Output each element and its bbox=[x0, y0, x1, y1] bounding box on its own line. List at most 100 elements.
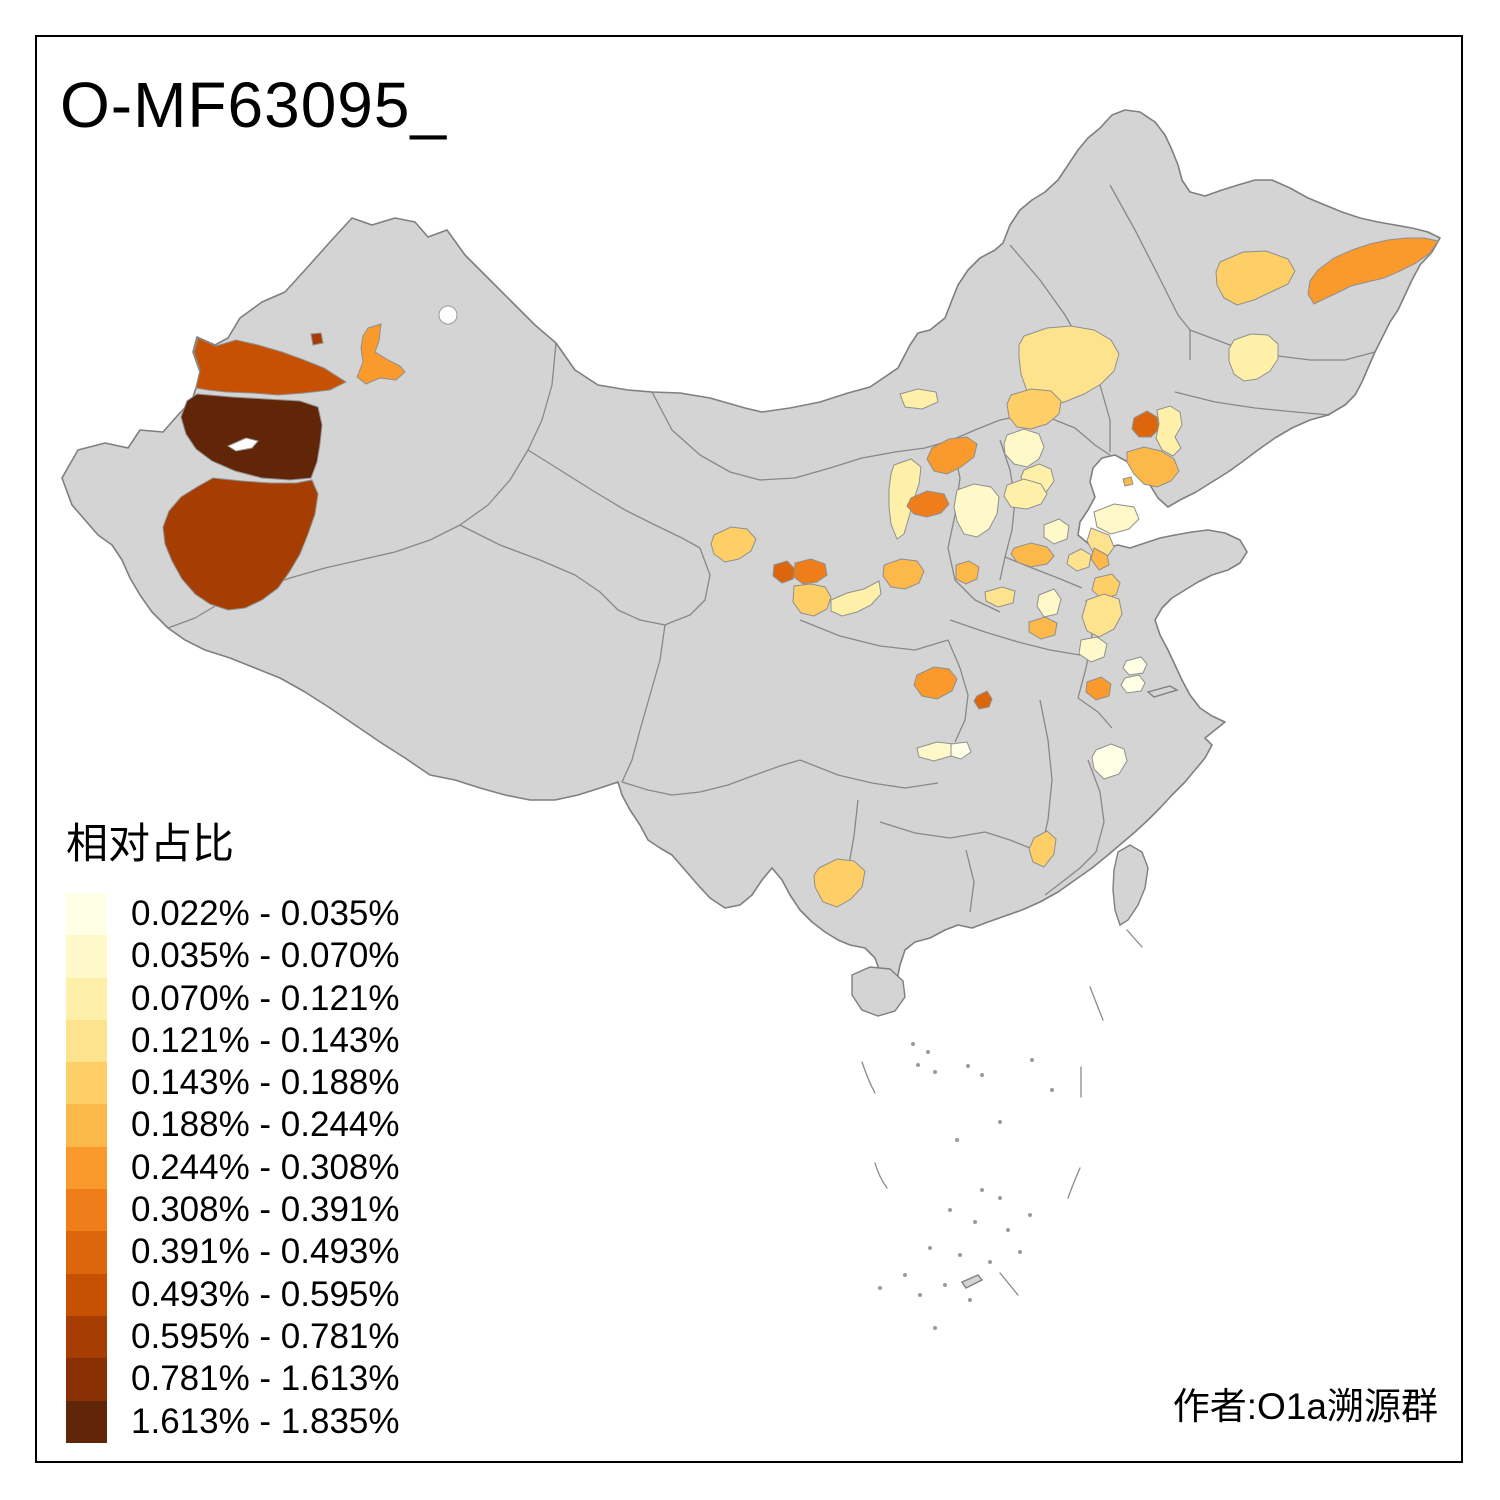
legend-label: 1.613% - 1.835% bbox=[131, 1401, 400, 1441]
legend-item: 0.595% - 0.781% bbox=[66, 1315, 400, 1359]
map-region-tianshui-pale bbox=[830, 580, 882, 617]
map-region-hunan-strip-b bbox=[950, 741, 972, 760]
map-region-qinhuangdao-pale bbox=[1155, 405, 1183, 457]
map-frame bbox=[35, 35, 1463, 1463]
map-region-urumqi bbox=[356, 323, 406, 385]
legend: 相对占比 0.022% - 0.035% 0.035% - 0.070% 0.070… bbox=[66, 810, 400, 1443]
legend-label: 0.070% - 0.121% bbox=[131, 978, 400, 1018]
legend-item: 0.070% - 0.121% bbox=[66, 977, 400, 1020]
legend-label: 0.121% - 0.143% bbox=[131, 1020, 400, 1060]
map-region-tangshan bbox=[1131, 410, 1160, 438]
map-region-shandong-mid bbox=[1066, 548, 1092, 572]
legend-label: 0.493% - 0.595% bbox=[131, 1274, 400, 1314]
legend-label: 0.595% - 0.781% bbox=[131, 1316, 400, 1356]
map-region-jilin-pale bbox=[1228, 333, 1279, 382]
map-region-suihua bbox=[1215, 250, 1296, 306]
page-title: O-MF63095_ bbox=[60, 69, 448, 141]
map-region-shandong-s-pale bbox=[1036, 588, 1062, 618]
legend-label: 0.035% - 0.070% bbox=[131, 936, 400, 976]
map-region-dalian-dot bbox=[1122, 476, 1134, 487]
map-region-yantai-pale bbox=[1093, 503, 1140, 535]
legend-item: 1.613% - 1.835% bbox=[66, 1400, 400, 1443]
legend-swatch bbox=[66, 1189, 107, 1232]
map-region-qingdao bbox=[1090, 547, 1110, 571]
taiwan-island bbox=[1112, 844, 1149, 927]
map-region-kashgar bbox=[180, 393, 323, 481]
legend-item: 0.391% - 0.493% bbox=[66, 1231, 400, 1274]
map-region-linfen-pale bbox=[953, 483, 1000, 538]
legend-title: 相对占比 bbox=[66, 820, 235, 867]
legend-item: 0.143% - 0.188% bbox=[66, 1062, 400, 1105]
border-enclave bbox=[438, 305, 458, 325]
legend-swatch bbox=[66, 1315, 107, 1359]
map-region-zhejiang-s-pale bbox=[1091, 743, 1128, 780]
map-region-dalian bbox=[1126, 446, 1180, 488]
legend-item: 0.244% - 0.308% bbox=[66, 1146, 400, 1190]
map-region-chifeng bbox=[1006, 388, 1062, 430]
map-region-ili-valley bbox=[193, 337, 348, 396]
legend-item: 0.121% - 0.143% bbox=[66, 1019, 400, 1063]
map-region-beijing bbox=[1003, 428, 1045, 468]
map-region-quanzhou bbox=[1028, 830, 1057, 868]
map-region-wenshan bbox=[813, 858, 866, 908]
map-region-linxia bbox=[772, 560, 796, 584]
tarim-lake bbox=[226, 437, 259, 452]
map-region-shanxi-pale-w bbox=[888, 458, 922, 540]
legend-swatch bbox=[66, 1146, 107, 1190]
legend-label: 0.308% - 0.391% bbox=[131, 1190, 400, 1230]
legend-swatch bbox=[66, 1273, 107, 1316]
map-region-linyi bbox=[1091, 573, 1121, 600]
legend-item: 0.493% - 0.595% bbox=[66, 1273, 400, 1316]
map-region-luliang bbox=[906, 490, 950, 518]
map-region-dingxi-south bbox=[792, 583, 832, 617]
map-region-heze bbox=[1028, 616, 1058, 640]
legend-item: 0.781% - 1.613% bbox=[66, 1358, 400, 1401]
map-region-xinxiang bbox=[984, 586, 1016, 608]
legend-item: 0.035% - 0.070% bbox=[66, 935, 400, 978]
legend-label: 0.022% - 0.035% bbox=[131, 894, 400, 933]
map-region-nanchong bbox=[913, 666, 958, 700]
legend-swatch bbox=[66, 1358, 107, 1401]
legend-swatch bbox=[66, 1062, 107, 1105]
hainan-island bbox=[851, 966, 906, 1017]
legend-label: 0.391% - 0.493% bbox=[131, 1232, 400, 1272]
map-region-pingliang bbox=[882, 558, 925, 590]
legend-item: 0.022% - 0.035% bbox=[66, 893, 400, 936]
map-region-yanan bbox=[955, 560, 980, 585]
map-region-dingxi bbox=[793, 558, 828, 585]
map-region-xj-dot bbox=[310, 332, 324, 346]
map-region-nantong-pale-b bbox=[1120, 674, 1146, 694]
attribution-text: 作者:O1a溯源群 bbox=[1172, 1386, 1438, 1427]
south-china-sea-islands bbox=[861, 929, 1143, 1330]
map-region-ne-tip bbox=[1307, 237, 1439, 305]
legend-item: 0.188% - 0.244% bbox=[66, 1104, 400, 1147]
map-region-lanzhou bbox=[710, 526, 757, 563]
map-region-shanxi-pale-e bbox=[1003, 478, 1048, 510]
map-region-xuzhou-s-pale bbox=[1078, 636, 1108, 663]
legend-label: 0.188% - 0.244% bbox=[131, 1105, 400, 1145]
legend-rows: 0.022% - 0.035% 0.035% - 0.070% 0.070% - 0… bbox=[66, 893, 400, 1443]
legend-swatch bbox=[66, 1400, 107, 1443]
legend-label: 0.781% - 1.613% bbox=[131, 1359, 400, 1399]
map-region-xilingol bbox=[1018, 325, 1120, 408]
legend-swatch bbox=[66, 977, 107, 1020]
map-region-nanjing bbox=[1085, 676, 1112, 701]
map-region-im-west-pale bbox=[899, 388, 939, 410]
map-region-chongqing-dot bbox=[973, 690, 993, 710]
chongming-island bbox=[1146, 685, 1179, 698]
legend-swatch bbox=[66, 893, 107, 936]
map-region-hotan bbox=[162, 477, 319, 611]
choropleth-patches bbox=[162, 237, 1439, 908]
legend-swatch bbox=[66, 1019, 107, 1063]
legend-label: 0.143% - 0.188% bbox=[131, 1063, 400, 1103]
map-region-xuzhou bbox=[1081, 593, 1123, 638]
map-region-nantong-pale-a bbox=[1122, 656, 1148, 676]
map-region-jinan-pale bbox=[1043, 518, 1070, 545]
map-region-anyang bbox=[1010, 542, 1055, 568]
legend-swatch bbox=[66, 1104, 107, 1147]
legend-swatch bbox=[66, 935, 107, 978]
legend-label: 0.244% - 0.308% bbox=[131, 1147, 400, 1187]
legend-item: 0.308% - 0.391% bbox=[66, 1189, 400, 1232]
